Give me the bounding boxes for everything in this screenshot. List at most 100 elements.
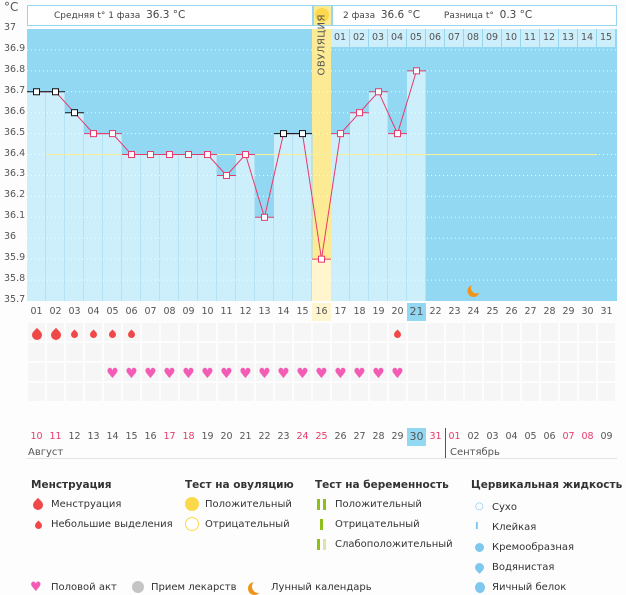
event-cell[interactable]: [560, 383, 577, 401]
event-cell[interactable]: [465, 323, 482, 341]
event-cell[interactable]: [256, 383, 273, 401]
event-cell[interactable]: [446, 383, 463, 401]
event-cell[interactable]: [85, 343, 102, 361]
event-cell[interactable]: [332, 323, 349, 341]
event-cell[interactable]: [85, 383, 102, 401]
cycle-day[interactable]: 07: [144, 306, 157, 317]
event-cell[interactable]: [446, 343, 463, 361]
calendar-date[interactable]: 28: [372, 431, 385, 442]
calendar-date[interactable]: 19: [201, 431, 214, 442]
event-cell[interactable]: [351, 383, 368, 401]
event-cell[interactable]: [237, 383, 254, 401]
event-cell[interactable]: [142, 323, 159, 341]
event-cell[interactable]: [370, 343, 387, 361]
cycle-day[interactable]: 31: [600, 306, 613, 317]
cycle-day[interactable]: 06: [125, 306, 138, 317]
event-cell[interactable]: [104, 383, 121, 401]
event-cell[interactable]: [522, 383, 539, 401]
event-cell[interactable]: [161, 323, 178, 341]
calendar-date[interactable]: 25: [315, 431, 328, 442]
calendar-date[interactable]: 14: [106, 431, 119, 442]
event-cell[interactable]: [370, 363, 387, 381]
cycle-day[interactable]: 30: [581, 306, 594, 317]
event-cell[interactable]: [294, 323, 311, 341]
calendar-date[interactable]: 21: [239, 431, 252, 442]
cycle-day[interactable]: 18: [353, 306, 366, 317]
calendar-date[interactable]: 02: [467, 431, 480, 442]
event-cell[interactable]: [484, 343, 501, 361]
event-cell[interactable]: [370, 383, 387, 401]
event-cell[interactable]: [579, 343, 596, 361]
event-cell[interactable]: [541, 343, 558, 361]
event-cell[interactable]: [123, 343, 140, 361]
cycle-day[interactable]: 26: [505, 306, 518, 317]
event-cell[interactable]: [256, 363, 273, 381]
calendar-date[interactable]: 23: [277, 431, 290, 442]
event-cell[interactable]: [199, 383, 216, 401]
event-cell[interactable]: [541, 383, 558, 401]
event-cell[interactable]: [85, 363, 102, 381]
event-cell[interactable]: [560, 363, 577, 381]
calendar-date[interactable]: 31: [429, 431, 442, 442]
event-cell[interactable]: [541, 323, 558, 341]
calendar-date[interactable]: 20: [220, 431, 233, 442]
cycle-day[interactable]: 28: [543, 306, 556, 317]
event-cell[interactable]: [218, 343, 235, 361]
event-cell[interactable]: [389, 363, 406, 381]
cycle-day[interactable]: 09: [182, 306, 195, 317]
event-cell[interactable]: [28, 363, 45, 381]
event-cell[interactable]: [598, 323, 615, 341]
event-cell[interactable]: [142, 383, 159, 401]
cycle-day[interactable]: 19: [372, 306, 385, 317]
event-cell[interactable]: [66, 343, 83, 361]
event-cell[interactable]: [484, 363, 501, 381]
calendar-date[interactable]: 10: [30, 431, 43, 442]
cycle-day[interactable]: 24: [467, 306, 480, 317]
cycle-day[interactable]: 01: [30, 306, 43, 317]
event-cell[interactable]: [237, 343, 254, 361]
event-cell[interactable]: [199, 363, 216, 381]
event-cell[interactable]: [180, 323, 197, 341]
event-cell[interactable]: [47, 343, 64, 361]
event-cell[interactable]: [294, 383, 311, 401]
event-cell[interactable]: [294, 363, 311, 381]
event-cell[interactable]: [313, 323, 330, 341]
event-cell[interactable]: [123, 383, 140, 401]
event-cell[interactable]: [522, 363, 539, 381]
event-cell[interactable]: [313, 363, 330, 381]
event-cell[interactable]: [484, 323, 501, 341]
event-cell[interactable]: [275, 343, 292, 361]
cycle-day[interactable]: 17: [334, 306, 347, 317]
cycle-day[interactable]: 11: [220, 306, 233, 317]
event-cell[interactable]: [427, 363, 444, 381]
calendar-date[interactable]: 01: [448, 431, 461, 442]
cycle-day[interactable]: 05: [106, 306, 119, 317]
cycle-day[interactable]: 10: [201, 306, 214, 317]
cycle-day[interactable]: 14: [277, 306, 290, 317]
event-cell[interactable]: [408, 323, 425, 341]
event-cell[interactable]: [427, 383, 444, 401]
calendar-date[interactable]: 15: [125, 431, 138, 442]
event-cell[interactable]: [446, 363, 463, 381]
event-cell[interactable]: [104, 363, 121, 381]
event-cell[interactable]: [180, 363, 197, 381]
calendar-date[interactable]: 16: [144, 431, 157, 442]
cycle-day[interactable]: 16: [312, 303, 331, 321]
event-cell[interactable]: [484, 383, 501, 401]
event-cell[interactable]: [332, 363, 349, 381]
calendar-date[interactable]: 24: [296, 431, 309, 442]
event-cell[interactable]: [218, 363, 235, 381]
event-cell[interactable]: [351, 323, 368, 341]
cycle-day[interactable]: 22: [429, 306, 442, 317]
calendar-date[interactable]: 09: [600, 431, 613, 442]
calendar-date[interactable]: 27: [353, 431, 366, 442]
event-cell[interactable]: [503, 363, 520, 381]
event-cell[interactable]: [275, 323, 292, 341]
event-cell[interactable]: [66, 383, 83, 401]
event-cell[interactable]: [389, 343, 406, 361]
calendar-date[interactable]: 17: [163, 431, 176, 442]
calendar-date[interactable]: 29: [391, 431, 404, 442]
calendar-date[interactable]: 22: [258, 431, 271, 442]
calendar-date[interactable]: 03: [486, 431, 499, 442]
event-cell[interactable]: [237, 363, 254, 381]
